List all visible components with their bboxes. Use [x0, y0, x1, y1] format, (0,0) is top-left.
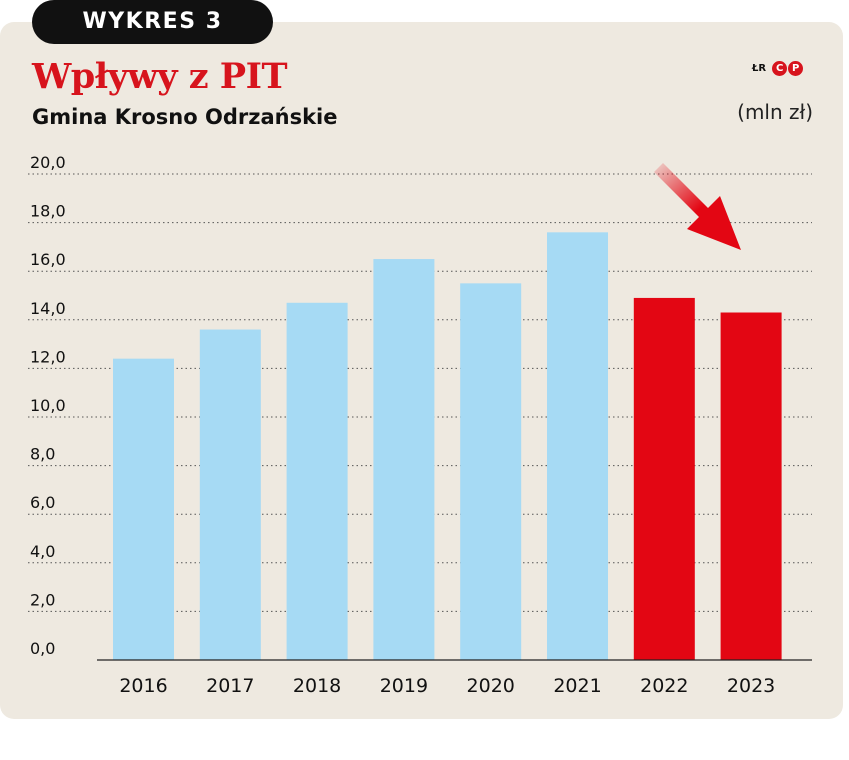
x-tick-label: 2019: [380, 675, 428, 697]
credit: ŁR C P: [752, 56, 804, 80]
y-tick-label: 8,0: [30, 445, 55, 464]
down-arrow-icon: [644, 163, 741, 250]
chart-number-badge: WYKRES 3: [32, 0, 273, 44]
x-tick-label: 2016: [119, 675, 167, 697]
y-tick-label: 10,0: [30, 396, 66, 415]
bar-2022: [633, 297, 695, 660]
chart-title: Wpływy z PIT: [32, 56, 288, 97]
publisher-logo: C P: [772, 60, 804, 76]
bar-2019: [373, 259, 435, 660]
chart-subtitle: Gmina Krosno Odrzańskie: [32, 105, 338, 129]
x-tick-label: 2022: [640, 675, 688, 697]
bar-2016: [113, 358, 174, 660]
y-tick-label: 6,0: [30, 493, 55, 512]
y-tick-label: 20,0: [30, 153, 66, 172]
y-tick-label: 12,0: [30, 347, 66, 366]
x-tick-label: 2020: [467, 675, 515, 697]
y-tick-label: 18,0: [30, 202, 66, 221]
x-tick-label: 2017: [206, 675, 254, 697]
unit-label: (mln zł): [737, 100, 813, 124]
y-axis-ticks: 0,0 2,0 4,0 6,0 8,0 10,0 12,0 14,0 16,0 18,0 20,0: [30, 153, 66, 658]
logo-letter-p: P: [788, 60, 804, 76]
bar-2020: [460, 283, 522, 660]
logo-letter-c: C: [772, 60, 788, 76]
y-tick-label: 16,0: [30, 250, 66, 269]
y-tick-label: 14,0: [30, 299, 66, 318]
bar-2018: [286, 302, 348, 660]
y-tick-label: 4,0: [30, 542, 55, 561]
x-tick-label: 2018: [293, 675, 341, 697]
x-axis-ticks: 2016 2017 2018 2019 2020 2021 2022 2023: [119, 675, 775, 697]
bar-2017: [199, 329, 261, 660]
bar-2023: [720, 312, 782, 660]
x-tick-label: 2023: [727, 675, 775, 697]
y-tick-label: 0,0: [30, 639, 55, 658]
bars: [113, 232, 782, 660]
author-initials: ŁR: [752, 62, 767, 74]
bar-2021: [547, 232, 608, 660]
x-tick-label: 2021: [553, 675, 601, 697]
y-tick-label: 2,0: [30, 590, 55, 609]
